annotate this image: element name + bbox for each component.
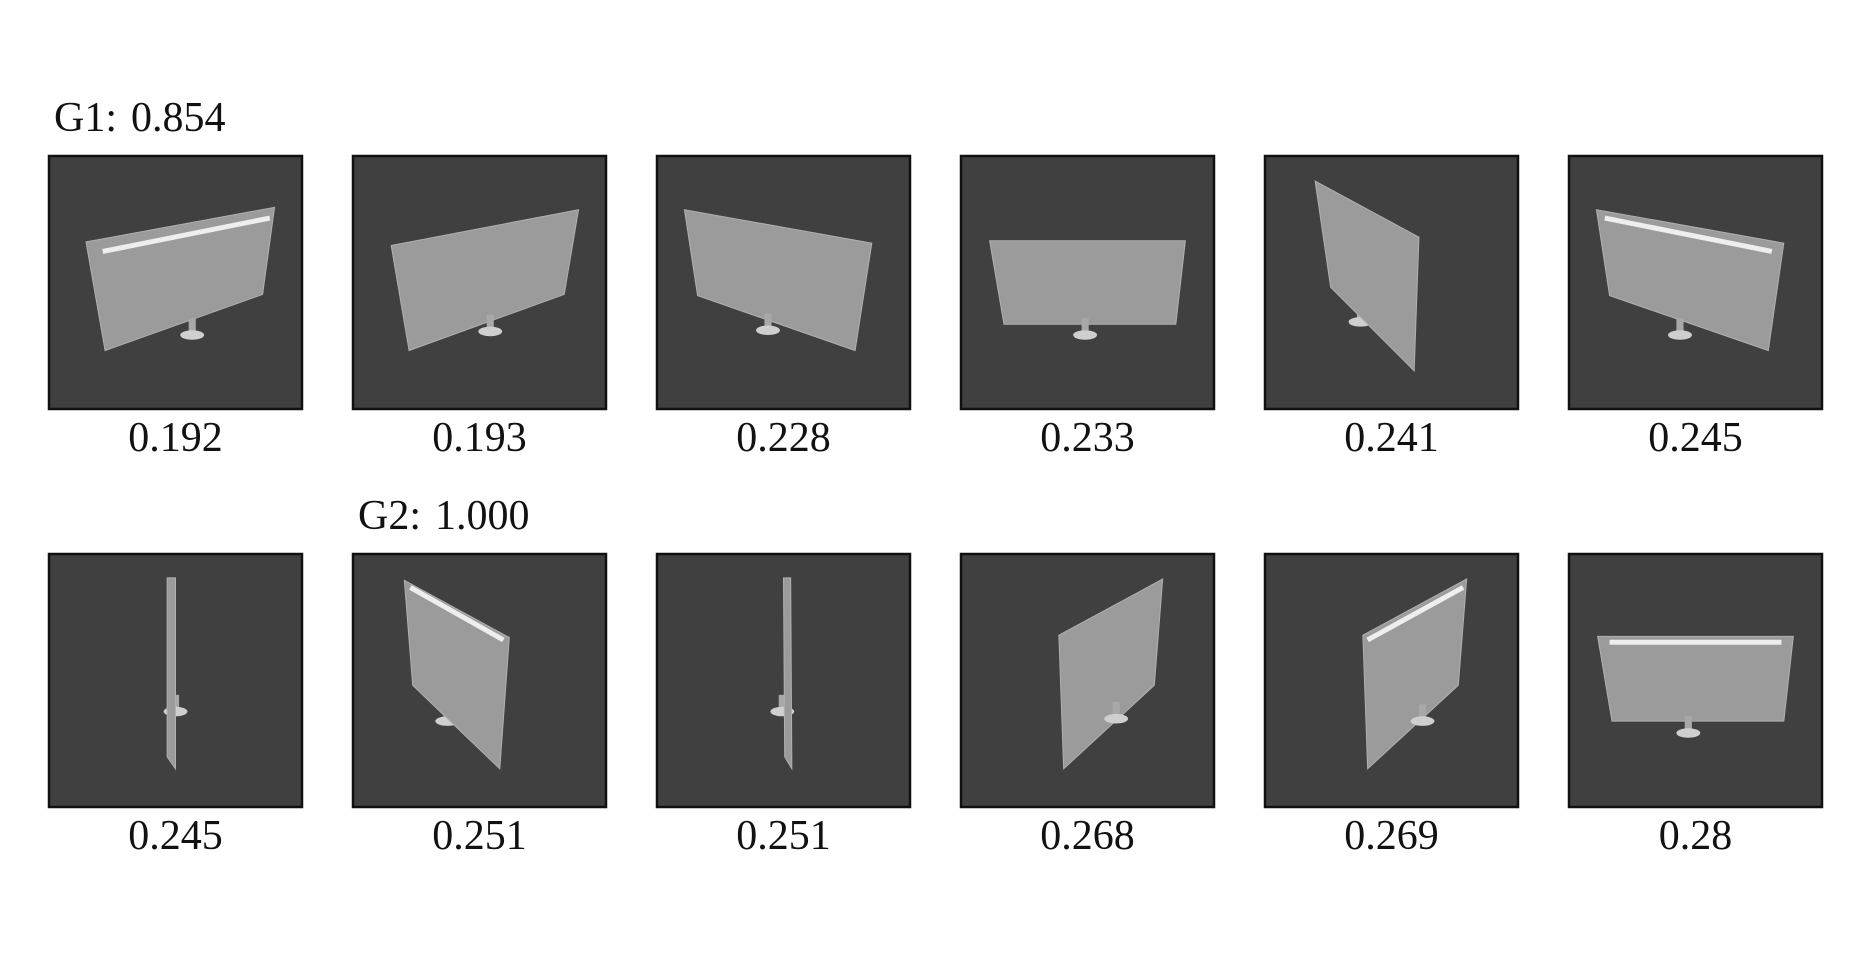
render-panel bbox=[351, 154, 608, 411]
monitor-base bbox=[478, 326, 503, 337]
monitor-screen bbox=[782, 577, 793, 771]
group-name: G2: bbox=[358, 493, 421, 539]
panel-background bbox=[1263, 552, 1520, 809]
group-score: 1.000 bbox=[435, 493, 530, 539]
score-label: 0.28 bbox=[1659, 813, 1733, 859]
monitor-stand bbox=[1676, 318, 1684, 336]
render-panel bbox=[351, 552, 608, 809]
monitor-stand bbox=[486, 314, 494, 332]
score-label: 0.268 bbox=[1040, 813, 1135, 859]
monitor-stand bbox=[778, 694, 786, 712]
render-panel bbox=[655, 552, 912, 809]
render-panel bbox=[47, 154, 304, 411]
score-label: 0.269 bbox=[1344, 813, 1439, 859]
monitor-stand bbox=[1418, 704, 1427, 722]
monitor-screen bbox=[989, 240, 1186, 325]
monitor-stand bbox=[1081, 318, 1089, 336]
render-panel bbox=[959, 552, 1216, 809]
monitor-highlight bbox=[1366, 585, 1465, 643]
monitor-screen bbox=[1058, 578, 1164, 770]
monitor-screen bbox=[1597, 635, 1794, 722]
monitor-stand bbox=[1112, 701, 1120, 719]
monitor-base bbox=[1676, 728, 1701, 738]
monitor-base bbox=[1668, 330, 1692, 340]
render-panel bbox=[1263, 552, 1520, 809]
score-label: 0.245 bbox=[128, 813, 223, 859]
group-caption: G2: 1.000 bbox=[358, 493, 530, 539]
monitor-screen bbox=[390, 209, 580, 352]
render-panel bbox=[959, 154, 1216, 411]
score-label: 0.241 bbox=[1344, 415, 1439, 461]
group-name: G1: bbox=[54, 95, 117, 141]
render-panel bbox=[1567, 154, 1824, 411]
group-caption: G1: 0.854 bbox=[54, 95, 226, 141]
score-label: 0.192 bbox=[128, 415, 223, 461]
monitor-base bbox=[1073, 330, 1098, 340]
score-label: 0.193 bbox=[432, 415, 527, 461]
score-label: 0.233 bbox=[1040, 415, 1135, 461]
monitor-base bbox=[756, 325, 780, 336]
monitor-base bbox=[1104, 713, 1129, 724]
monitor-screen bbox=[166, 577, 176, 771]
group-score: 0.854 bbox=[131, 95, 226, 141]
monitor-screen bbox=[683, 209, 873, 352]
monitor-base bbox=[1410, 716, 1435, 726]
score-label: 0.228 bbox=[736, 415, 831, 461]
monitor-highlight bbox=[1604, 215, 1773, 254]
render-panel bbox=[1567, 552, 1824, 809]
render-panel bbox=[47, 552, 304, 809]
monitor-base bbox=[180, 330, 205, 340]
monitor-highlight bbox=[409, 585, 505, 643]
monitor-stand bbox=[188, 318, 196, 336]
monitor-highlight bbox=[102, 215, 271, 254]
monitor-screen bbox=[1314, 180, 1420, 372]
monitor-stand bbox=[1684, 716, 1692, 734]
render-panel bbox=[1263, 154, 1520, 411]
score-label: 0.245 bbox=[1648, 415, 1743, 461]
score-label: 0.251 bbox=[432, 813, 527, 859]
monitor-stand bbox=[764, 313, 772, 331]
score-label: 0.251 bbox=[736, 813, 831, 859]
render-panel bbox=[655, 154, 912, 411]
